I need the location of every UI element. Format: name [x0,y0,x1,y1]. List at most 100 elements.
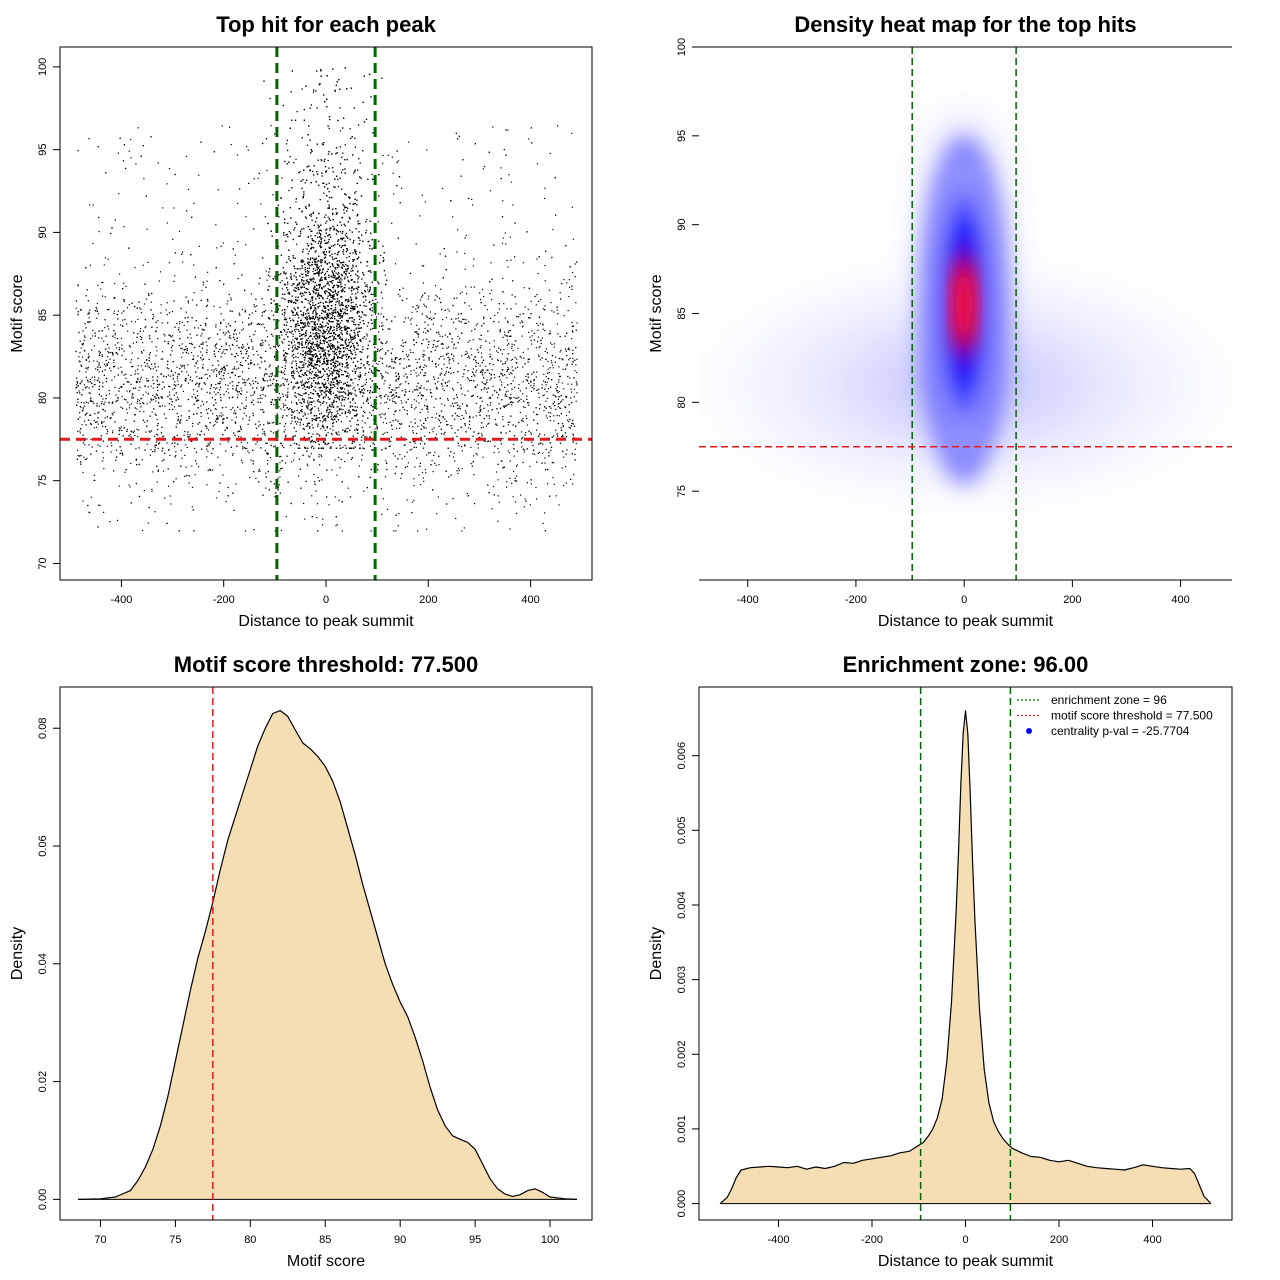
data-point [519,355,521,357]
data-point [528,382,530,384]
data-point [509,528,511,530]
data-point [227,392,230,394]
data-point [537,272,539,275]
data-point [319,435,321,437]
data-point [200,324,202,326]
data-point [126,412,129,414]
data-point [344,430,346,433]
data-point [297,352,299,354]
data-point [395,375,397,377]
data-point [432,489,434,491]
data-point [388,387,390,389]
data-point [550,449,552,452]
data-point [542,308,544,310]
data-point [472,435,474,437]
data-point [338,335,340,337]
data-point [253,178,255,180]
data-point [341,279,343,281]
data-point [544,406,546,408]
data-point [134,414,136,416]
data-point [89,309,91,311]
data-point [513,470,515,472]
data-point [470,463,472,465]
data-point [293,372,295,375]
data-point [435,363,437,365]
data-point [448,476,450,478]
data-point [341,404,343,406]
data-point [536,294,538,296]
data-point [110,417,112,419]
data-point [574,448,576,450]
data-point [417,307,419,309]
data-point [88,355,90,358]
data-point [329,428,331,430]
data-point [148,293,150,295]
data-point [278,398,280,400]
data-point [458,415,460,418]
data-point [207,369,209,371]
data-point [544,305,546,307]
data-point [356,348,358,350]
data-point [79,309,82,311]
data-point [258,323,261,325]
data-point [448,346,450,348]
data-point [386,431,388,433]
data-point [406,376,408,378]
data-point [82,356,84,358]
data-point [538,392,540,394]
data-point [542,328,544,330]
data-point [217,418,219,420]
data-point [453,372,455,374]
data-point [220,321,222,323]
data-point [274,346,276,348]
data-point [208,429,210,431]
data-point [232,492,234,494]
data-point [217,416,219,418]
data-point [300,487,302,489]
data-point [565,350,567,352]
data-point [318,360,320,362]
data-point [176,412,178,415]
data-point [438,464,440,466]
data-point [222,332,225,334]
data-point [509,402,511,404]
data-point [171,310,173,313]
data-point [384,417,387,420]
data-point [522,321,524,323]
data-point [170,370,172,372]
data-point [465,353,467,355]
data-point [354,306,356,308]
data-point [96,317,98,319]
data-point [277,489,279,491]
data-point [576,392,578,394]
data-point [427,298,429,300]
data-point [226,303,228,305]
data-point [522,461,524,464]
data-point [400,344,402,347]
data-point [232,407,234,409]
data-point [511,366,513,368]
data-point [178,405,180,407]
data-point [464,444,466,446]
data-point [557,398,559,400]
data-point [506,344,508,346]
data-point [447,308,449,310]
data-point [418,333,420,335]
data-point [347,397,349,399]
data-point [246,447,248,450]
data-point [237,202,239,205]
data-point [293,410,296,412]
data-point [293,427,295,429]
data-point [537,452,539,454]
data-point [272,314,274,316]
data-point [354,364,357,366]
data-point [156,327,158,329]
data-point [457,138,459,140]
data-point [94,332,96,334]
data-point [384,395,386,397]
data-point [216,375,218,377]
data-point [85,413,87,415]
data-point [482,426,484,428]
data-point [413,440,415,442]
data-point [353,349,355,351]
